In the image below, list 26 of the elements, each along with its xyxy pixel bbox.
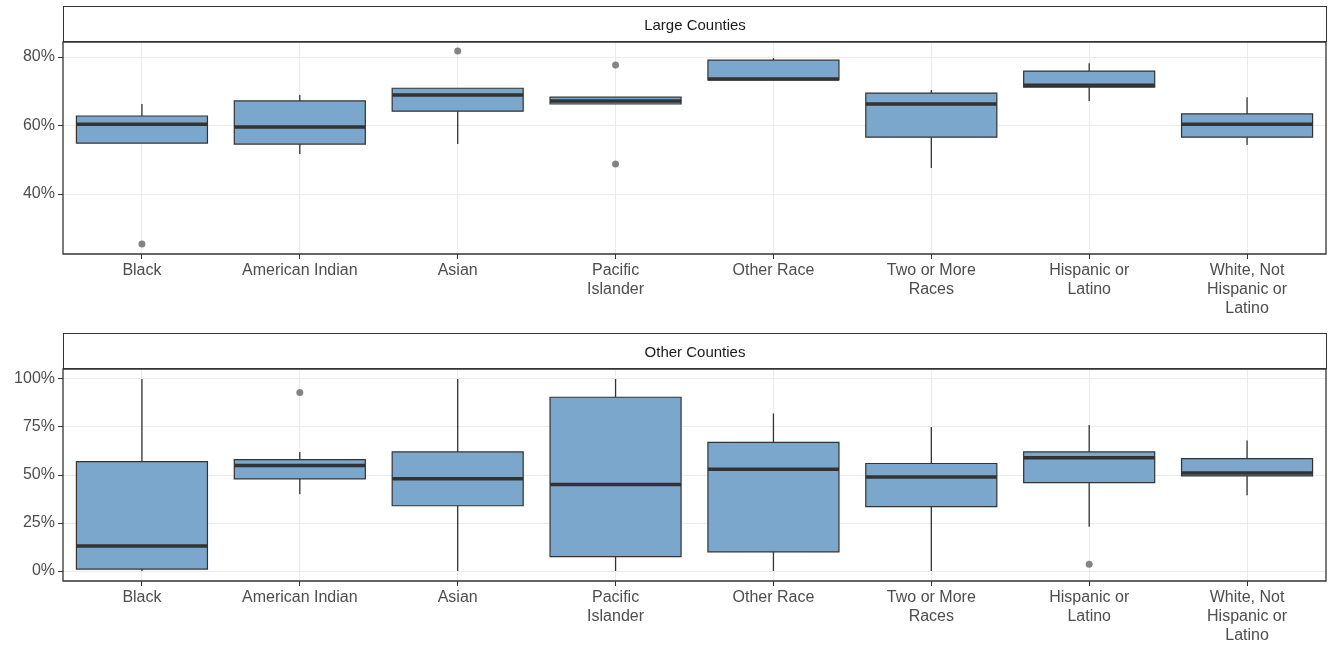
x-tick-label: Asian [437,588,478,606]
y-tick-label: 25% [22,513,55,531]
x-tick-label: White, Not Hispanic or Latino [1207,588,1288,644]
y-tick-label: 75% [22,417,55,435]
x-tick-label: Asian [437,261,478,279]
x-tick-label: Pacific Islander [587,261,645,298]
x-tick-label: Black [122,588,163,606]
y-tick-label: 60% [22,115,55,133]
chart-title: Other Counties [63,333,1327,369]
y-tick-label: 100% [14,369,55,387]
x-tick-label: Pacific Islander [587,588,645,625]
y-tick-label: 40% [22,184,55,202]
y-tick-label: 50% [22,465,55,483]
y-tick-label: 80% [22,47,55,65]
x-tick-label: Hispanic or Latino [1049,588,1130,625]
x-tick-label: Two or More Races [886,261,976,298]
x-tick-label: Other Race [732,261,815,279]
x-tick-label: Hispanic or Latino [1049,261,1130,298]
chart-title: Large Counties [63,6,1327,42]
x-tick-label: American Indian [242,261,358,279]
x-tick-label: American Indian [242,588,358,606]
y-tick-label: 0% [31,561,55,579]
x-tick-label: White, Not Hispanic or Latino [1207,261,1288,317]
x-tick-label: Black [122,261,163,279]
x-tick-label: Other Race [732,588,815,606]
x-tick-label: Two or More Races [886,588,976,625]
